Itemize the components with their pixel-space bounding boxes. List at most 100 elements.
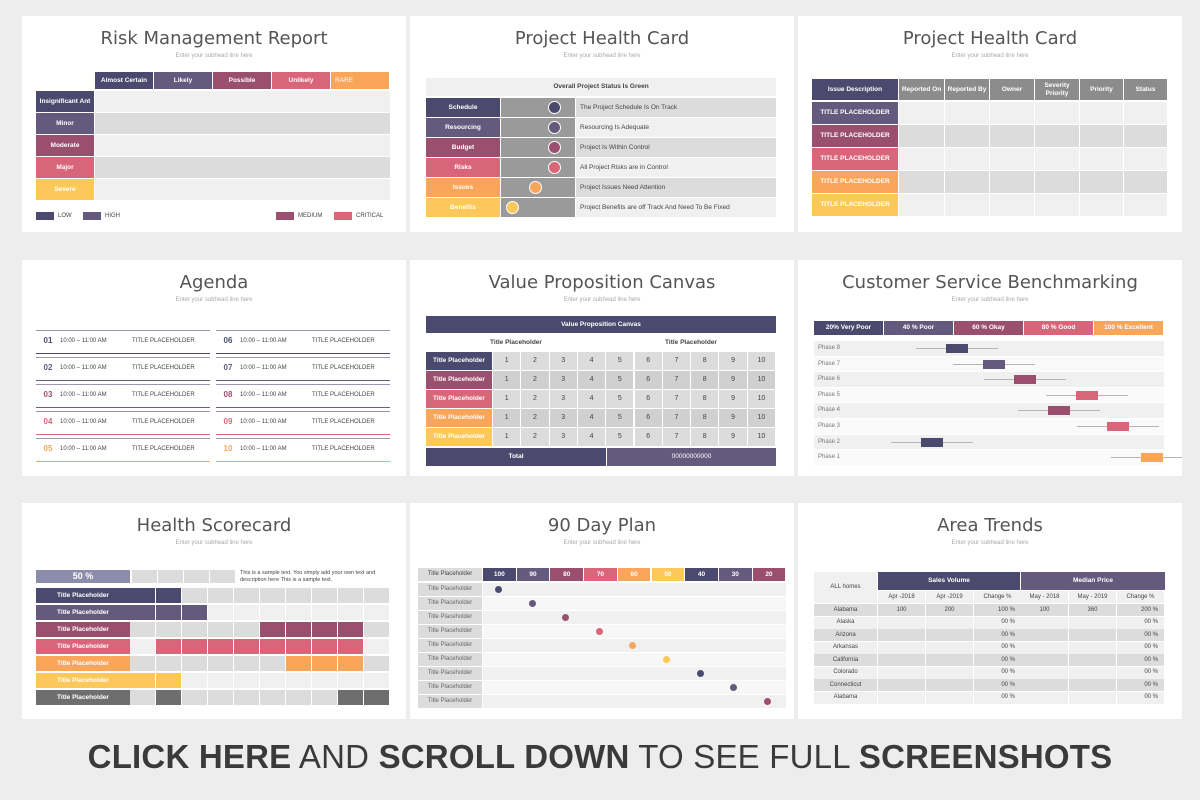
project-health-card-issues[interactable]: Project Health Card Enter your subhead l… — [798, 16, 1182, 232]
plan-milestone-dot — [629, 642, 637, 649]
scorecard-cell — [182, 605, 207, 620]
agenda-title: TITLE PLACEHOLDER — [132, 337, 195, 344]
agenda-underline — [216, 353, 390, 354]
plan-head-value: 90 — [516, 568, 550, 581]
vpc-cell: 8 — [691, 428, 719, 446]
scorecard-cell — [130, 673, 155, 688]
vpc-cell: 9 — [719, 428, 747, 446]
customer-service-card[interactable]: Customer Service Benchmarking Enter your… — [798, 260, 1182, 476]
status-dot — [548, 161, 561, 174]
area-group-header: Sales Volume — [878, 572, 1020, 590]
cta-click-here[interactable]: CLICK HERE — [87, 738, 292, 775]
area-cell — [1021, 691, 1068, 704]
area-state: Alabama — [814, 604, 877, 616]
agenda-separator — [216, 384, 390, 385]
scorecard-cell — [156, 656, 181, 671]
vpc-cell: 4 — [577, 409, 606, 427]
phase-row — [814, 419, 1164, 434]
area-cell — [1021, 666, 1068, 679]
agenda-title: TITLE PLACEHOLDER — [132, 391, 195, 398]
vpc-cell: 8 — [691, 352, 719, 370]
scorecard-cell — [234, 673, 259, 688]
area-cell — [926, 666, 973, 679]
vpc-cell: 9 — [719, 371, 747, 389]
scorecard-cell — [130, 656, 155, 671]
area-state: Colorado — [814, 666, 877, 679]
phase-bar — [1076, 390, 1099, 400]
scorecard-cell — [364, 622, 389, 637]
benchmark-scale: 60 % Okay — [954, 321, 1023, 335]
agenda-card[interactable]: Agenda Enter your subhead line here 01 10… — [22, 260, 406, 476]
value-proposition-card[interactable]: Value Proposition Canvas Enter your subh… — [410, 260, 794, 476]
scorecard-cell — [234, 622, 259, 637]
issues-cell — [1035, 102, 1079, 124]
issues-cell — [990, 171, 1034, 193]
area-group-header: Median Price — [1021, 572, 1165, 590]
vpc-cell: 8 — [691, 371, 719, 389]
scroll-down-cta[interactable]: CLICK HERE AND SCROLL DOWN TO SEE FULL S… — [0, 738, 1200, 776]
area-state: Arizona — [814, 629, 877, 641]
scorecard-cell — [156, 690, 181, 705]
plan-head-value: 60 — [617, 568, 651, 581]
issues-cell — [1080, 102, 1123, 124]
vpc-cell: 9 — [719, 390, 747, 408]
area-cell: 200 — [926, 604, 973, 616]
risk-row-cells — [95, 157, 390, 178]
area-corner: ALL homes — [814, 572, 877, 603]
scorecard-cell — [312, 622, 337, 637]
plan-row-track — [483, 653, 786, 666]
legend-label: LOW — [58, 212, 72, 219]
area-cell: 200 % — [1117, 604, 1164, 616]
scorecard-cell — [260, 656, 285, 671]
vpc-cell: 1 — [493, 390, 521, 408]
area-trends-card[interactable]: Area Trends Enter your subhead line here… — [798, 503, 1182, 719]
vpc-row-title: Title Placeholder — [426, 352, 492, 370]
agenda-title: TITLE PLACEHOLDER — [312, 418, 375, 425]
scorecard-cell — [234, 656, 259, 671]
status-row-label: Resourcing — [426, 118, 500, 137]
card-title: Area Trends — [937, 515, 1043, 536]
issues-row-title: TITLE PLACEHOLDER — [812, 194, 898, 216]
status-row-text: Resourcing Is Adequate — [576, 118, 776, 137]
status-row-label: Budget — [426, 138, 500, 157]
plan-row-track — [483, 681, 786, 694]
project-health-card-status[interactable]: Project Health Card Enter your subhead l… — [410, 16, 794, 232]
health-scorecard-card[interactable]: Health Scorecard Enter your subhead line… — [22, 503, 406, 719]
vpc-cell: 5 — [606, 428, 634, 446]
area-cell — [878, 616, 925, 629]
legend-swatch — [334, 212, 352, 220]
area-cell: 00 % — [974, 641, 1021, 654]
risk-management-card[interactable]: Risk Management Report Enter your subhea… — [22, 16, 406, 232]
agenda-time: 10:00 – 11:00 AM — [240, 445, 287, 452]
ninety-day-plan-card[interactable]: 90 Day Plan Enter your subhead line here… — [410, 503, 794, 719]
issues-cell — [899, 102, 944, 124]
agenda-separator — [216, 411, 390, 412]
agenda-time: 10:00 – 11:00 AM — [240, 337, 287, 344]
area-cell — [878, 641, 925, 654]
vpc-cell: 5 — [606, 352, 634, 370]
agenda-number: 02 — [43, 362, 53, 372]
area-cell — [1021, 679, 1068, 691]
scorecard-cell — [130, 605, 155, 620]
area-state: Alaska — [814, 616, 877, 629]
agenda-title: TITLE PLACEHOLDER — [132, 418, 195, 425]
scorecard-cell — [286, 690, 311, 705]
issues-cell — [945, 125, 989, 147]
area-cell — [1069, 616, 1116, 629]
agenda-number: 08 — [223, 389, 233, 399]
vpc-cell: 2 — [521, 390, 549, 408]
scorecard-description: This is a sample text. You simply add yo… — [240, 570, 376, 583]
vpc-cell: 5 — [606, 371, 634, 389]
scorecard-cell — [130, 639, 155, 654]
agenda-title: TITLE PLACEHOLDER — [312, 337, 375, 344]
vpc-cell: 5 — [606, 409, 634, 427]
plan-row-title: Title Placeholder — [418, 597, 482, 610]
phase-label: Phase 6 — [818, 376, 841, 383]
scorecard-row-title: Title Placeholder — [36, 639, 130, 654]
scorecard-cell — [156, 639, 181, 654]
phase-label: Phase 5 — [818, 391, 841, 398]
risk-row-header: Insignificant Ant — [36, 91, 94, 112]
vpc-cell: 6 — [634, 428, 662, 446]
area-state: Alabama — [814, 691, 877, 704]
scorecard-cell — [182, 656, 207, 671]
